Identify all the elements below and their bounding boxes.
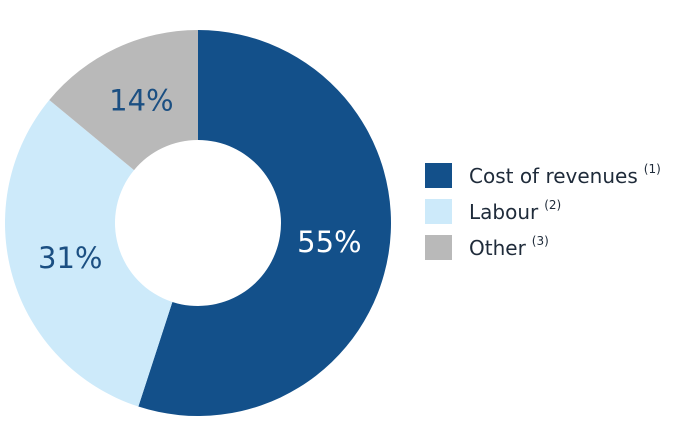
donut-segment <box>49 30 199 171</box>
legend-swatch <box>425 199 452 224</box>
legend-swatch <box>425 163 452 188</box>
donut-segment <box>4 99 173 407</box>
legend-label: Cost of revenues (1) <box>469 162 661 188</box>
legend-text: Cost of revenues <box>469 164 638 188</box>
legend-text: Other <box>469 236 527 260</box>
legend-note: (1) <box>644 162 661 176</box>
data-label: 31% <box>38 241 102 275</box>
data-label: 14% <box>109 84 173 118</box>
legend-note: (2) <box>544 198 561 212</box>
legend-swatch <box>425 235 452 260</box>
legend-label: Labour (2) <box>469 198 561 224</box>
legend-note: (3) <box>532 234 549 248</box>
data-label: 55% <box>297 225 361 259</box>
legend-text: Labour <box>469 200 539 224</box>
legend-label: Other (3) <box>469 234 549 260</box>
donut-segment <box>138 30 392 416</box>
